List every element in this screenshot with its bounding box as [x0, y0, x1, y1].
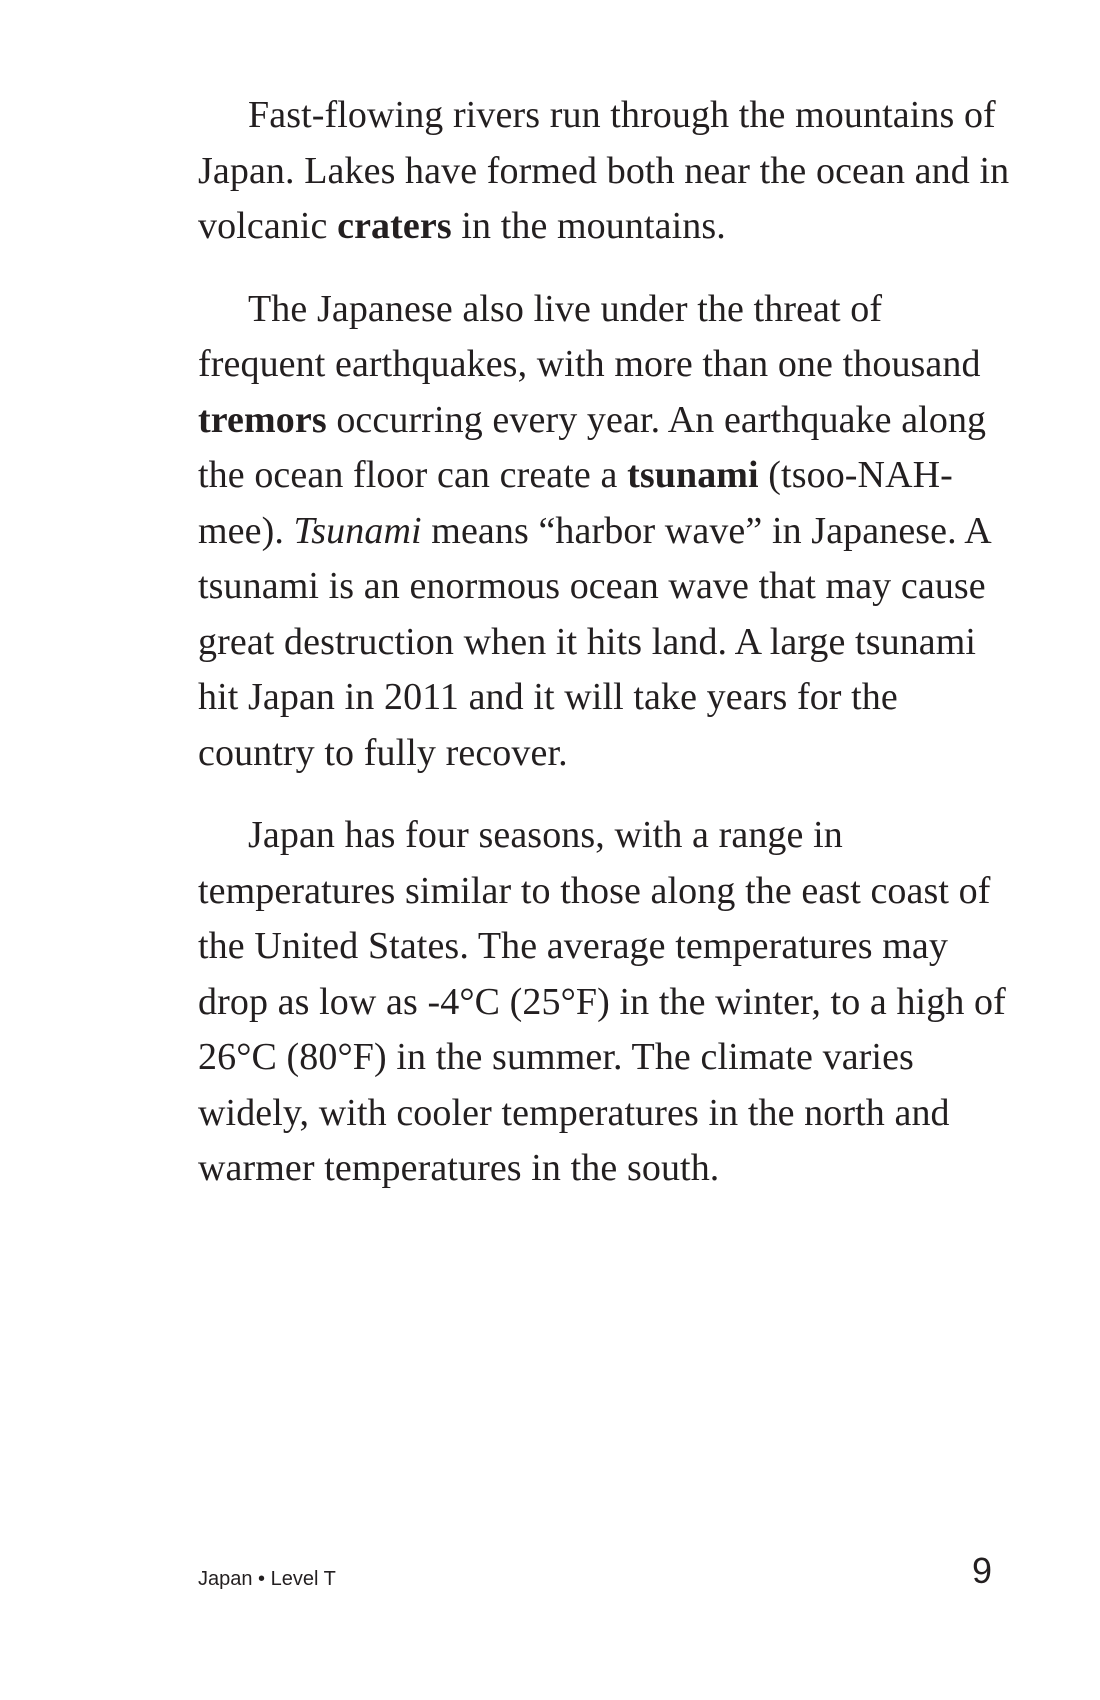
text-span: The Japanese also live under the threat …	[198, 287, 981, 386]
paragraph-rivers-lakes: Fast-flowing rivers run through the moun…	[198, 88, 1018, 255]
page-number: 9	[971, 1550, 992, 1591]
text-span: Fast-flowing rivers run through the moun…	[198, 94, 1010, 247]
italic-term-tsunami: Tsunami	[293, 509, 422, 552]
text-span: (tsoo-NAH-mee).	[198, 454, 953, 552]
body-text: Fast-flowing rivers run through the moun…	[198, 88, 1018, 1224]
footer-book-label: Japan • Level T	[198, 1568, 336, 1590]
text-span: Japan has four seasons, with a range in …	[198, 814, 1006, 1189]
paragraph-seasons-climate: Japan has four seasons, with a range in …	[198, 808, 1018, 1197]
paragraph-earthquakes-tsunami: The Japanese also live under the threat …	[198, 282, 1018, 782]
text-span: means “harbor wave” in Japanese. A tsuna…	[198, 509, 990, 774]
vocab-word-craters: craters	[337, 205, 452, 247]
text-span: in the mountains.	[451, 205, 726, 247]
vocab-word-tremors: tremors	[198, 398, 327, 441]
text-span: occurring every year. An earthquake alon…	[198, 398, 987, 497]
vocab-word-tsunami: tsunami	[627, 454, 759, 496]
